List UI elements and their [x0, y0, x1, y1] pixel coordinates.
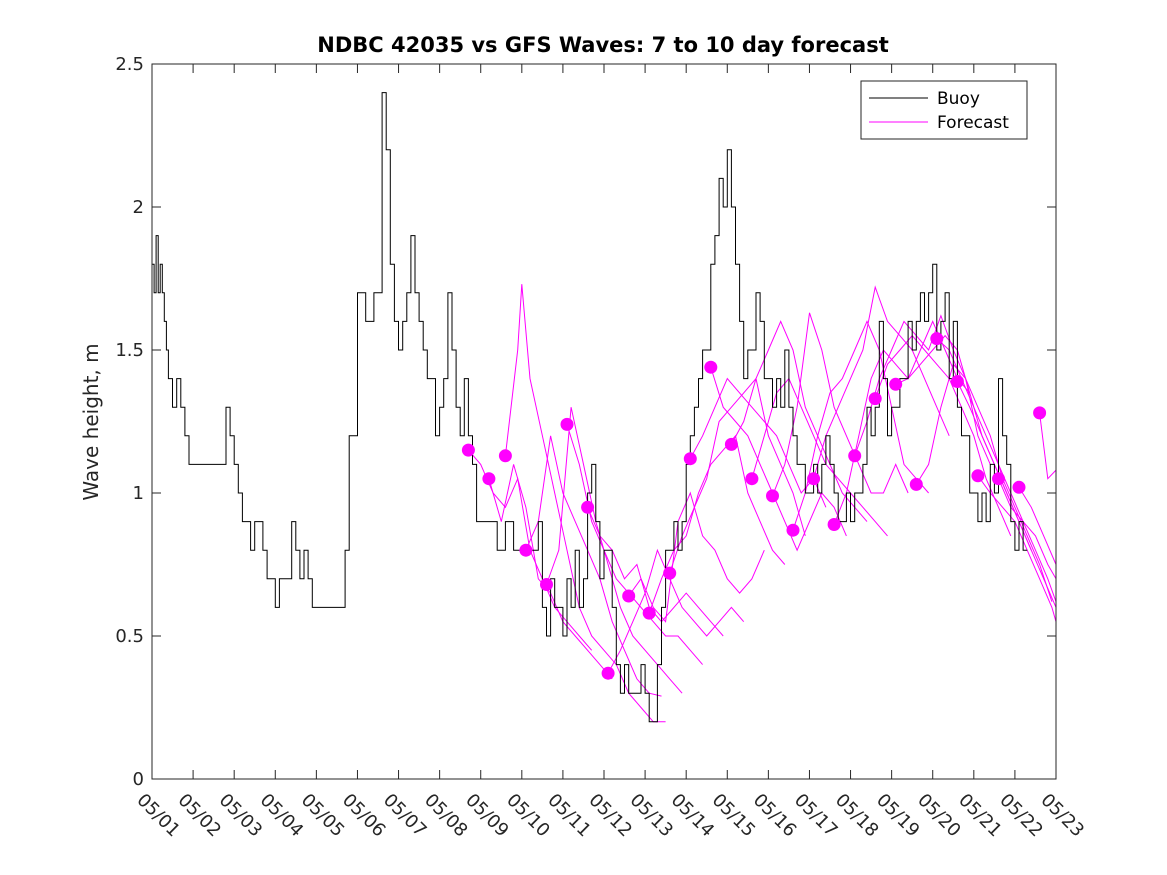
forecast-point-3 — [519, 543, 533, 557]
forecast-point-6 — [581, 500, 595, 514]
forecast-line-27 — [1018, 487, 1057, 565]
forecast-line-8 — [628, 491, 765, 623]
chart-title: NDBC 42035 vs GFS Waves: 7 to 10 day for… — [317, 33, 888, 57]
forecast-point-12 — [704, 360, 718, 374]
forecast-point-15 — [766, 489, 779, 503]
legend-buoy-label: Buoy — [937, 89, 980, 109]
legend-box — [860, 80, 1028, 140]
forecast-point-17 — [807, 472, 821, 486]
legend: Buoy Forecast — [860, 80, 1028, 140]
forecast-line-18 — [833, 320, 971, 525]
forecast-line-17 — [813, 285, 950, 479]
forecast-point-10 — [663, 566, 677, 580]
y-tick-label-0: 0 — [133, 769, 144, 790]
forecast-line-9 — [648, 434, 786, 614]
forecast-point-11 — [683, 452, 697, 466]
series-layer — [152, 92, 1057, 723]
forecast-line-28 — [1039, 412, 1057, 480]
forecast-point-20 — [868, 392, 882, 406]
y-axis-label: Wave height, m — [79, 343, 103, 500]
forecast-line-19 — [854, 314, 991, 465]
forecast-line-15 — [772, 312, 909, 497]
forecast-point-9 — [642, 606, 656, 620]
forecast-line-7 — [607, 548, 745, 674]
forecast-point-18 — [827, 518, 841, 531]
forecast-point-14 — [745, 472, 759, 486]
forecast-line-14 — [751, 377, 888, 537]
forecast-line-13 — [730, 320, 868, 522]
forecast-point-28 — [1033, 406, 1047, 420]
forecast-point-21 — [889, 377, 903, 391]
y-tick-label-3: 1.5 — [115, 340, 144, 361]
forecast-line-20 — [874, 334, 1012, 537]
y-tick-label-4: 2 — [133, 197, 144, 218]
forecast-line-16 — [792, 320, 929, 531]
forecast-line-22 — [915, 363, 1053, 602]
forecast-point-5 — [560, 417, 574, 431]
y-tick-label-5: 2.5 — [115, 54, 144, 75]
legend-forecast-label: Forecast — [937, 113, 1009, 133]
forecast-line-26 — [998, 478, 1057, 580]
plot-background — [152, 64, 1056, 779]
forecast-line-11 — [689, 377, 827, 508]
forecast-point-19 — [848, 449, 862, 463]
forecast-point-0 — [461, 443, 475, 457]
forecast-point-4 — [540, 578, 553, 591]
forecast-point-27 — [1012, 480, 1026, 494]
forecast-line-25 — [977, 475, 1057, 622]
plot-area — [151, 63, 1057, 780]
buoy-line — [152, 92, 1028, 723]
forecast-point-23 — [930, 332, 944, 346]
forecast-point-22 — [909, 477, 923, 491]
y-tick-label-1: 0.5 — [115, 626, 144, 647]
forecast-point-8 — [622, 589, 636, 603]
forecast-point-16 — [786, 523, 800, 537]
y-tick-label-2: 1 — [133, 483, 144, 504]
forecast-point-2 — [498, 449, 512, 463]
forecast-point-1 — [482, 472, 496, 486]
forecast-point-26 — [992, 472, 1005, 486]
forecast-point-24 — [950, 375, 964, 388]
forecast-point-25 — [971, 469, 985, 483]
forecast-point-7 — [601, 666, 615, 680]
forecast-line-3 — [525, 435, 662, 697]
forecast-point-13 — [724, 437, 738, 451]
forecast-line-12 — [710, 367, 847, 552]
forecast-line-24 — [956, 381, 1057, 608]
